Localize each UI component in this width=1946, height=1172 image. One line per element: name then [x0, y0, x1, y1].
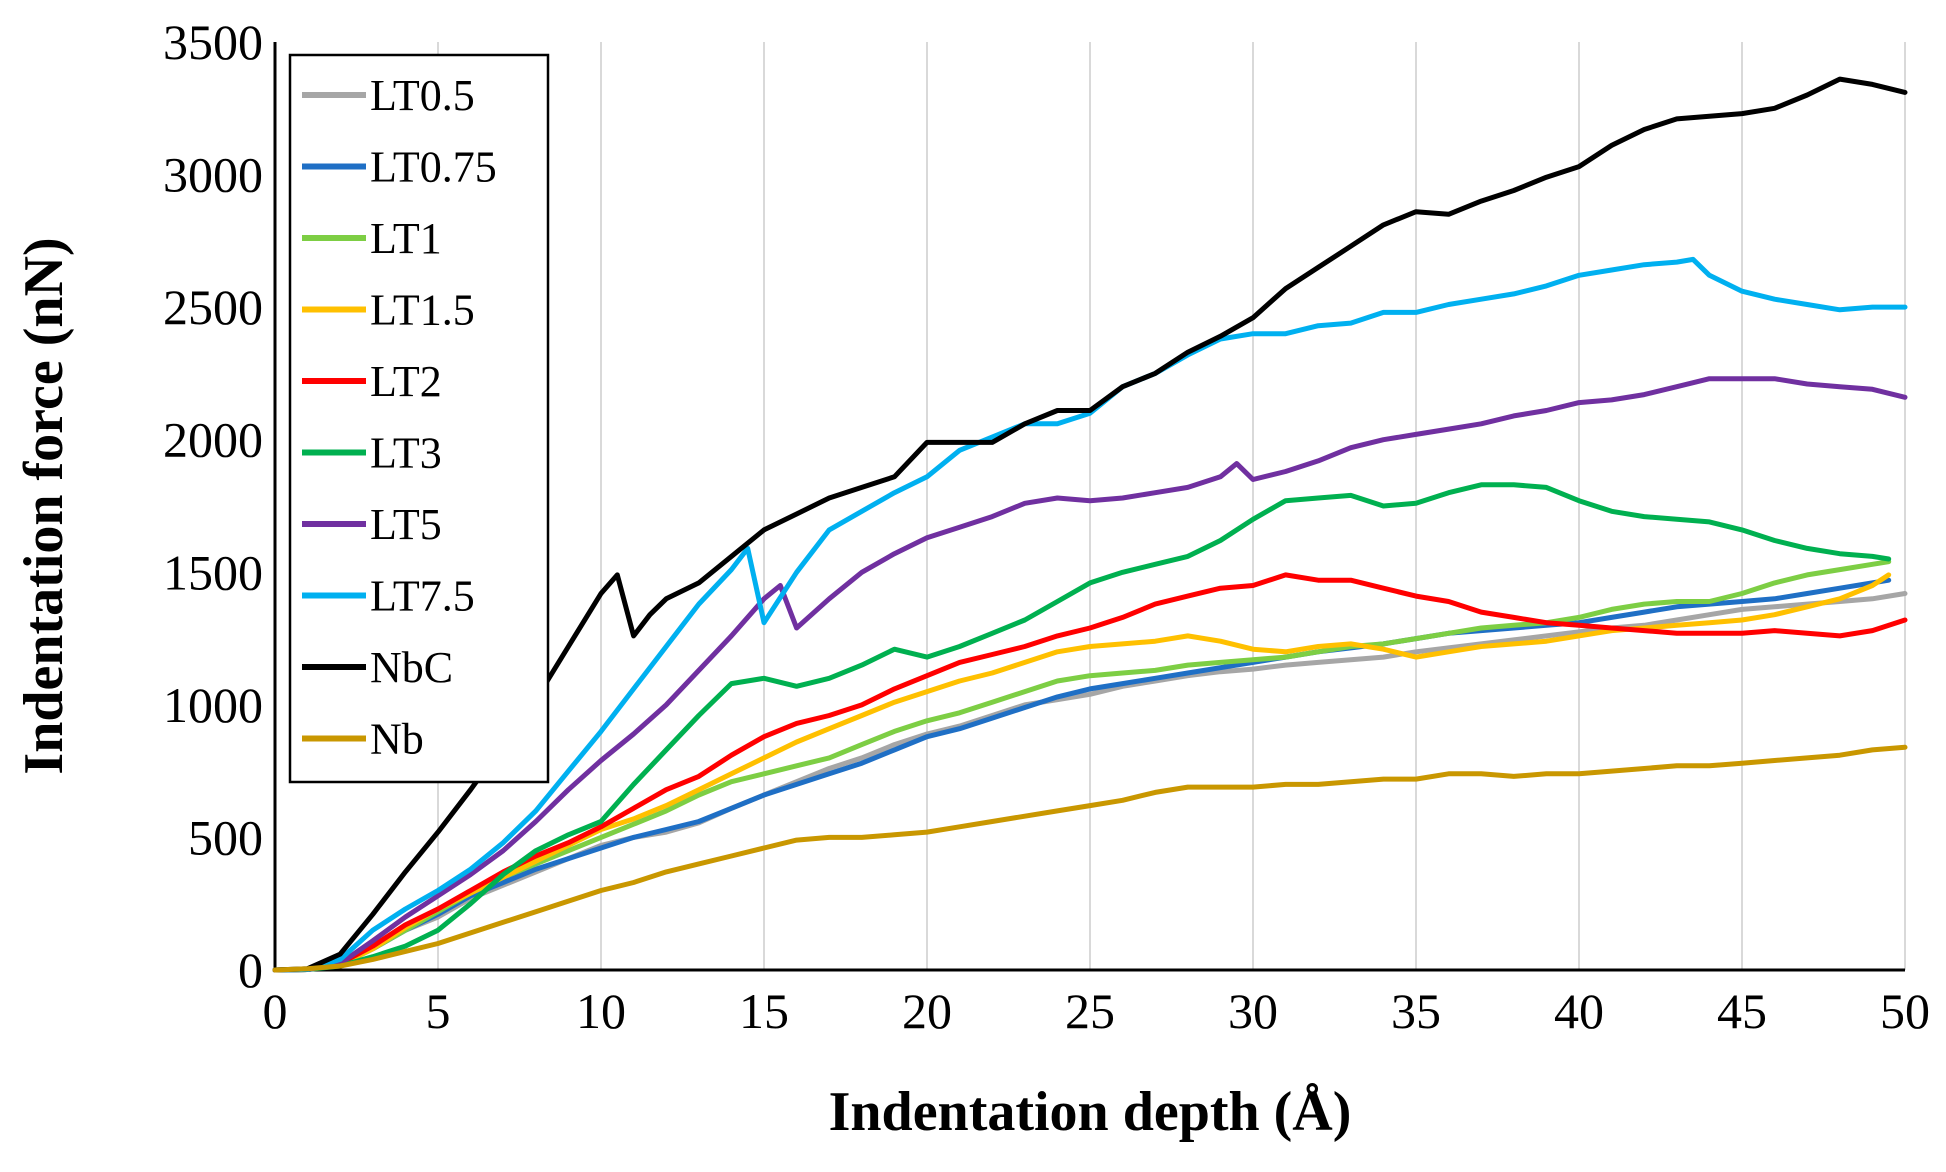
x-axis-title: Indentation depth (Å) [829, 1081, 1352, 1143]
series [272, 76, 1908, 973]
y-tick-label: 1500 [163, 544, 263, 600]
y-tick-label: 2000 [163, 412, 263, 468]
legend-label: LT0.5 [370, 71, 475, 120]
legend-label: LT1.5 [370, 286, 475, 335]
legend-label: LT2 [370, 357, 442, 406]
y-axis-title: Indentation force (nN) [13, 237, 75, 774]
legend-label: NbC [370, 643, 453, 692]
series-line-nb [272, 744, 1908, 973]
series-line-lt5 [272, 376, 1908, 973]
axes [273, 42, 1905, 972]
x-tick-label: 35 [1391, 983, 1441, 1039]
series-line-lt3 [272, 482, 1892, 973]
series-line-lt7-5 [272, 256, 1908, 973]
legend-label: LT1 [370, 214, 442, 263]
y-tick-label: 3500 [163, 14, 263, 70]
y-tick-label: 1000 [163, 677, 263, 733]
x-tick-label: 0 [263, 983, 288, 1039]
x-tick-label: 45 [1717, 983, 1767, 1039]
x-tick-label: 30 [1228, 983, 1278, 1039]
x-tick-label: 15 [739, 983, 789, 1039]
legend-label: LT0.75 [370, 143, 497, 192]
x-tick-label: 5 [426, 983, 451, 1039]
x-tick-label: 40 [1554, 983, 1604, 1039]
legend-label: Nb [370, 715, 424, 764]
series-line-lt0-75 [272, 577, 1892, 973]
y-tick-label: 500 [188, 809, 263, 865]
y-tick-label: 0 [238, 942, 263, 998]
x-tick-label: 25 [1065, 983, 1115, 1039]
series-line-lt2 [272, 572, 1908, 973]
legend-label: LT3 [370, 429, 442, 478]
legend: LT0.5 LT0.75 LT1 LT1.5 LT2 LT3 LT5 LT7.5 NbC Nb [288, 53, 550, 784]
series-line-nbc [272, 76, 1908, 973]
tick-labels: 0 5 10 15 20 25 30 35 40 45 5005001000150020002500… [163, 14, 1930, 1039]
x-tick-label: 20 [902, 983, 952, 1039]
x-tick-label: 10 [576, 983, 626, 1039]
legend-label: LT5 [370, 500, 442, 549]
x-tick-label: 50 [1880, 983, 1930, 1039]
legend-label: LT7.5 [370, 572, 475, 621]
legend-box [288, 53, 550, 784]
series-line-lt1 [272, 559, 1892, 973]
grid [437, 42, 1906, 970]
y-tick-label: 3000 [163, 147, 263, 203]
y-tick-label: 2500 [163, 279, 263, 335]
